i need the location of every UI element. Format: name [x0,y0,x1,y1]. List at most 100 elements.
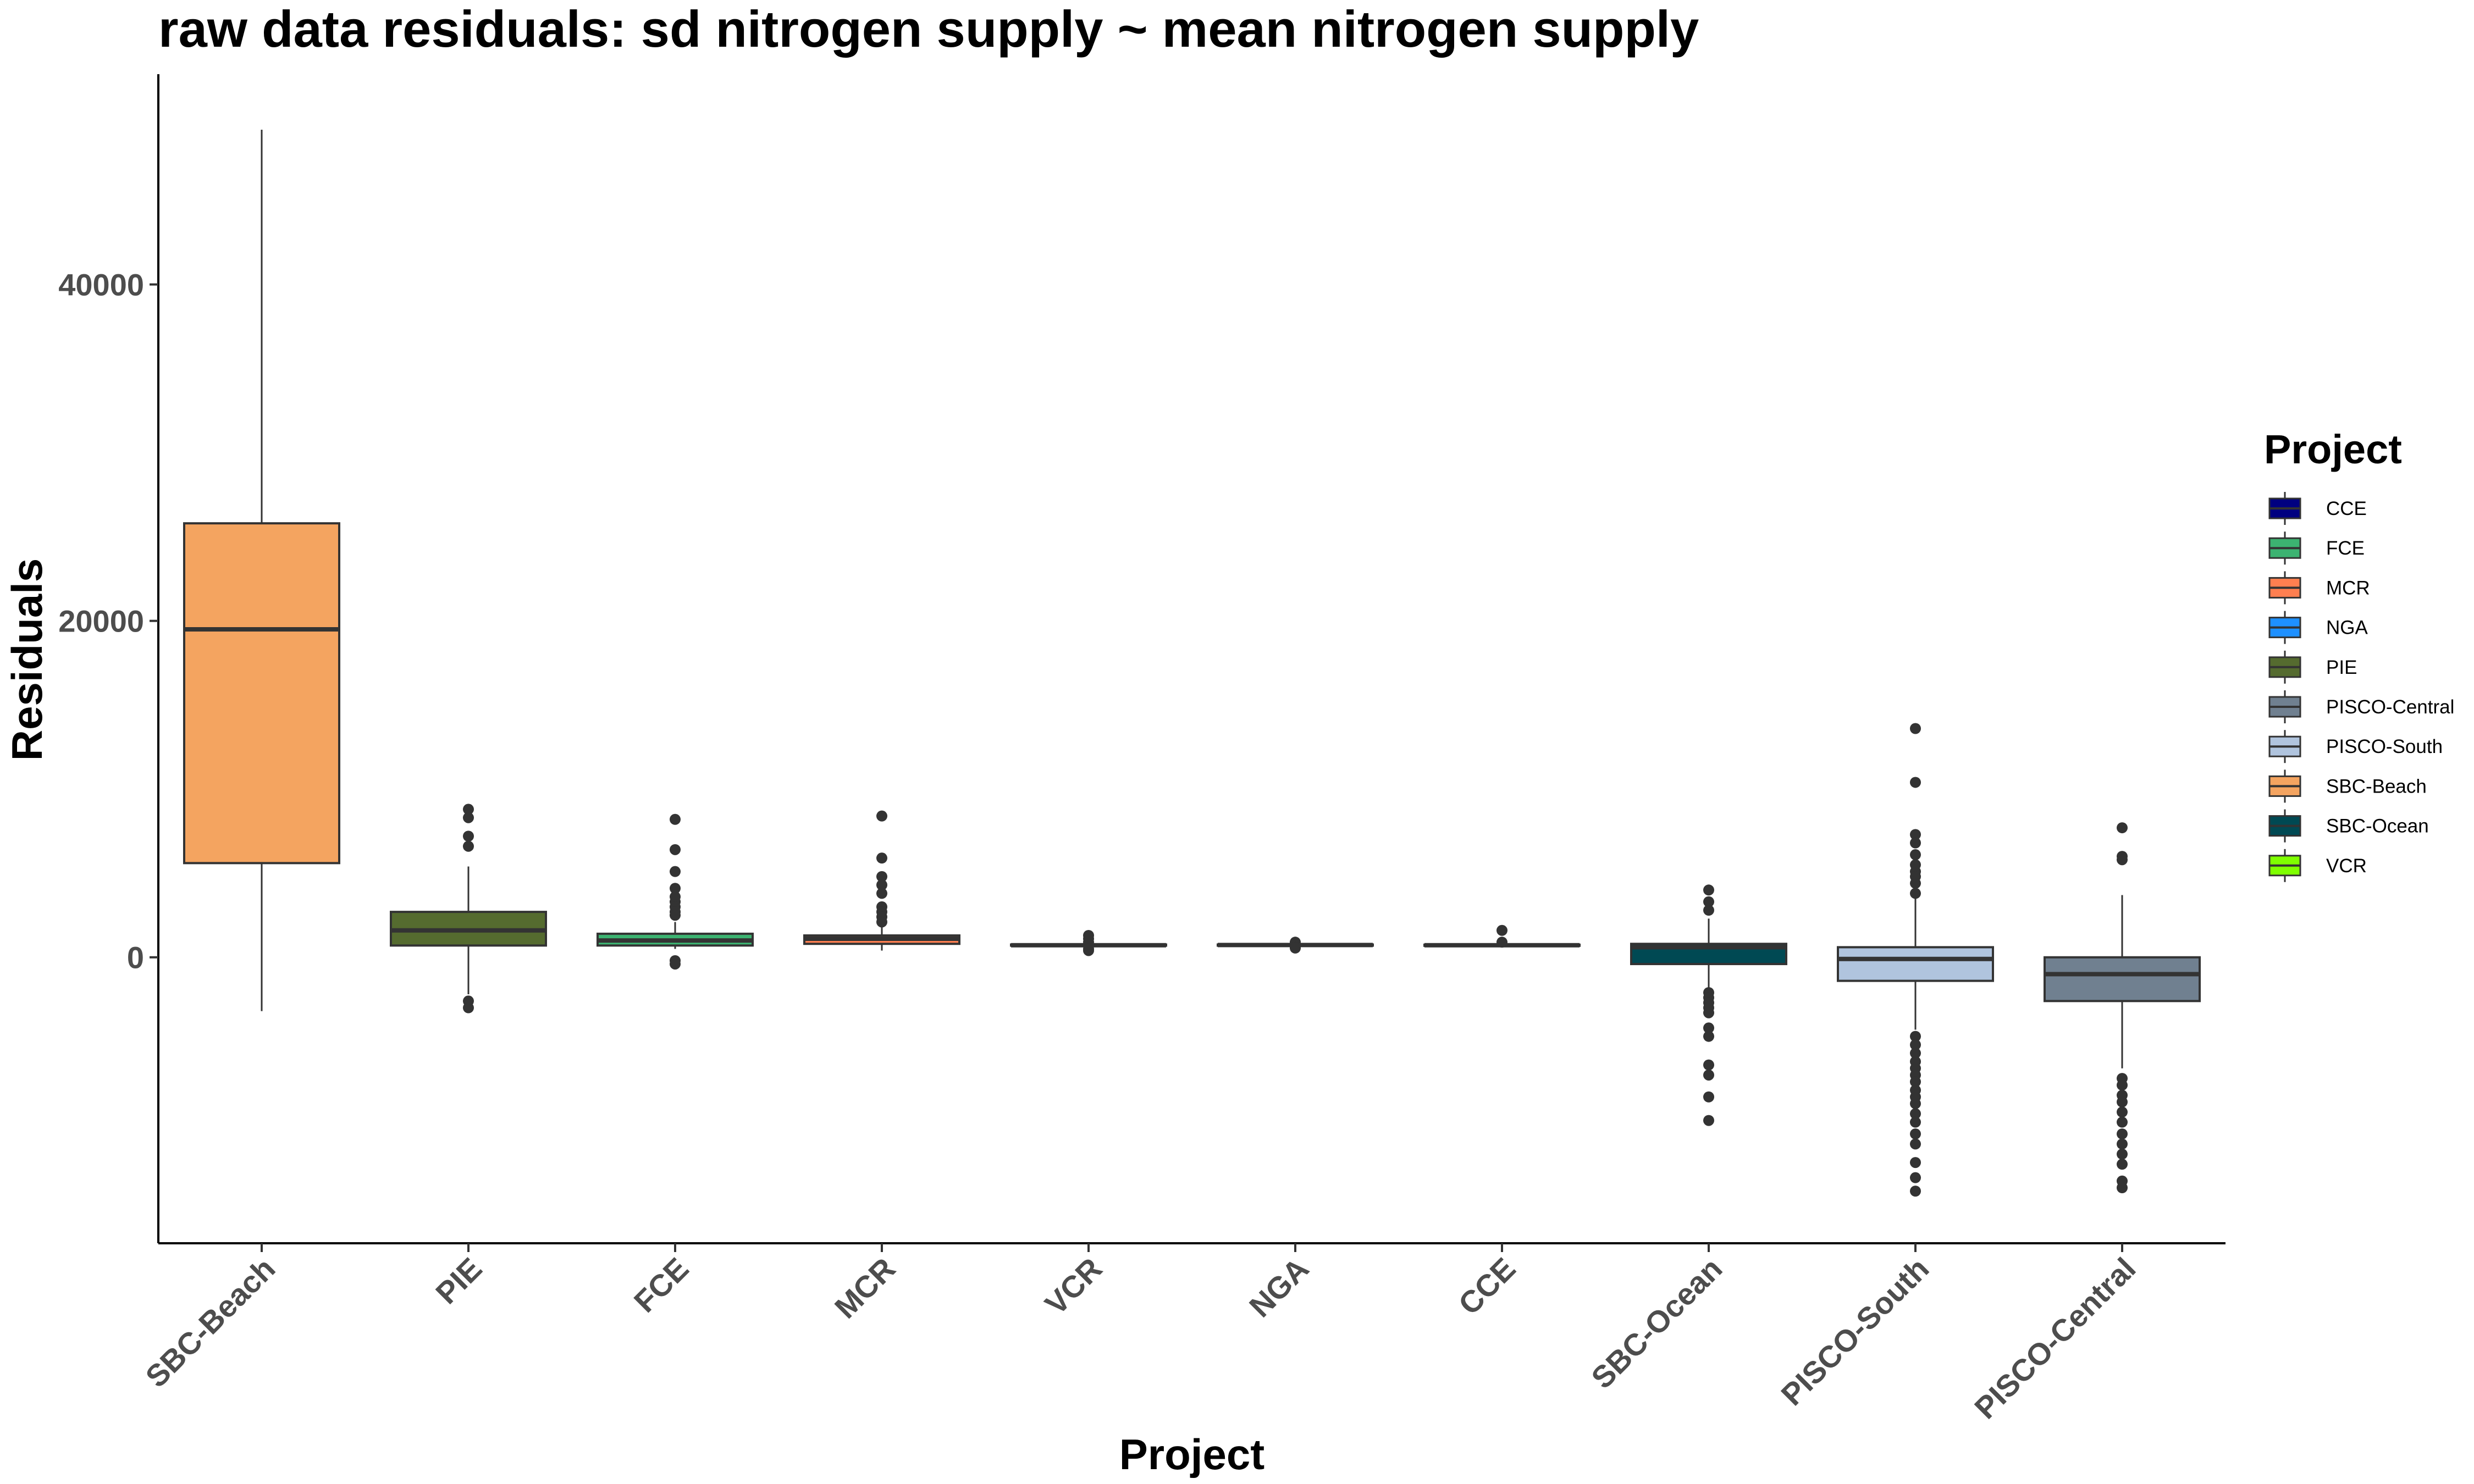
outlier-point [1703,1091,1714,1103]
outlier-point [1910,837,1921,849]
outlier-point [1910,1076,1921,1088]
outlier-point [2117,822,2128,834]
outlier-point [1496,937,1507,948]
box-group-pisco-south [1837,723,1994,1197]
legend-label: SBC-Ocean [2326,816,2429,837]
y-tick-label: 20000 [58,604,144,639]
box-group-mcr [803,810,960,951]
legend-item-nga: NGA [2268,611,2368,644]
outlier-point [1910,1031,1921,1042]
outlier-point [1703,1007,1714,1018]
outlier-point [670,883,681,894]
legend-item-cce: CCE [2268,492,2367,525]
outlier-point [1910,1172,1921,1183]
box-body [2044,956,2201,1003]
legend-label: NGA [2326,617,2368,639]
legend-label: PIE [2326,657,2357,678]
outlier-point [463,804,474,815]
outlier-point [1910,1128,1921,1140]
outlier-point [1910,1108,1921,1120]
outlier-point [2117,1079,2128,1091]
legend-label: VCR [2326,855,2367,877]
box-group-nga [1217,937,1374,954]
outlier-point [1910,1048,1921,1059]
outlier-point [2117,1159,2128,1170]
outlier-point [463,840,474,852]
outlier-point [670,958,681,970]
box-group-pisco-central [2044,822,2201,1194]
outlier-point [1703,896,1714,907]
outlier-point [876,879,887,891]
outlier-point [1910,888,1921,899]
outlier-point [670,910,681,921]
outlier-point [670,866,681,877]
legend-item-pie: PIE [2268,650,2357,684]
y-tick-label: 0 [127,940,144,975]
outlier-point [2117,1096,2128,1108]
outlier-point [1703,1031,1714,1042]
outlier-point [2117,1106,2128,1118]
outlier-point [2117,854,2128,866]
outlier-point [1910,829,1921,840]
outlier-point [876,916,887,928]
box-group-sbc-ocean [1630,884,1787,1126]
outlier-point [1910,723,1921,734]
outlier-point [1910,777,1921,788]
box-group-pie [390,804,547,1014]
legend-item-vcr: VCR [2268,849,2367,882]
outlier-point [876,871,887,882]
outlier-point [2117,1148,2128,1160]
outlier-point [1703,1022,1714,1034]
legend-label: MCR [2326,577,2370,599]
outlier-point [1910,849,1921,861]
legend-label: SBC-Beach [2326,776,2427,797]
y-axis-title: Residuals [3,558,51,761]
legend-item-pisco-central: PISCO-Central [2268,690,2454,723]
outlier-point [2117,1138,2128,1150]
legend-label: CCE [2326,498,2367,519]
outlier-point [1703,1069,1714,1081]
outlier-point [463,812,474,823]
outlier-point [463,830,474,842]
box-body [183,522,340,865]
outlier-point [2117,1182,2128,1194]
outlier-point [1910,1039,1921,1050]
legend-item-mcr: MCR [2268,571,2370,605]
outlier-point [1910,1186,1921,1197]
outlier-point [1910,1098,1921,1109]
box-group-fce [597,813,754,970]
outlier-point [670,813,681,825]
legend-label: FCE [2326,538,2365,559]
outlier-point [1910,1157,1921,1169]
box-group-vcr [1010,929,1167,956]
outlier-point [1703,905,1714,916]
outlier-point [1496,924,1507,936]
box-group-sbc-beach [183,129,340,1011]
outlier-point [1290,942,1301,954]
outlier-point [2117,1128,2128,1140]
outlier-point [1910,878,1921,889]
box-body [1837,946,1994,982]
legend-item-pisco-south: PISCO-South [2268,730,2443,763]
y-tick-label: 40000 [58,268,144,302]
legend-item-sbc-ocean: SBC-Ocean [2268,809,2429,843]
box-group-cce [1423,924,1581,948]
legend-item-fce: FCE [2268,531,2365,565]
outlier-point [463,1002,474,1014]
outlier-point [2117,1116,2128,1128]
legend-label: PISCO-Central [2326,696,2454,718]
outlier-point [1703,1059,1714,1071]
outlier-point [1910,1116,1921,1128]
outlier-point [876,888,887,899]
outlier-point [1703,1115,1714,1126]
legend-title: Project [2264,427,2402,472]
outlier-point [1910,1138,1921,1150]
x-axis-title: Project [1119,1430,1264,1479]
outlier-point [670,844,681,855]
outlier-point [1703,884,1714,896]
outlier-point [876,852,887,864]
outlier-point [1083,945,1094,956]
legend: Project CCE FCE MCR NGA PIE PISCO-Central PISC… [2264,427,2454,882]
